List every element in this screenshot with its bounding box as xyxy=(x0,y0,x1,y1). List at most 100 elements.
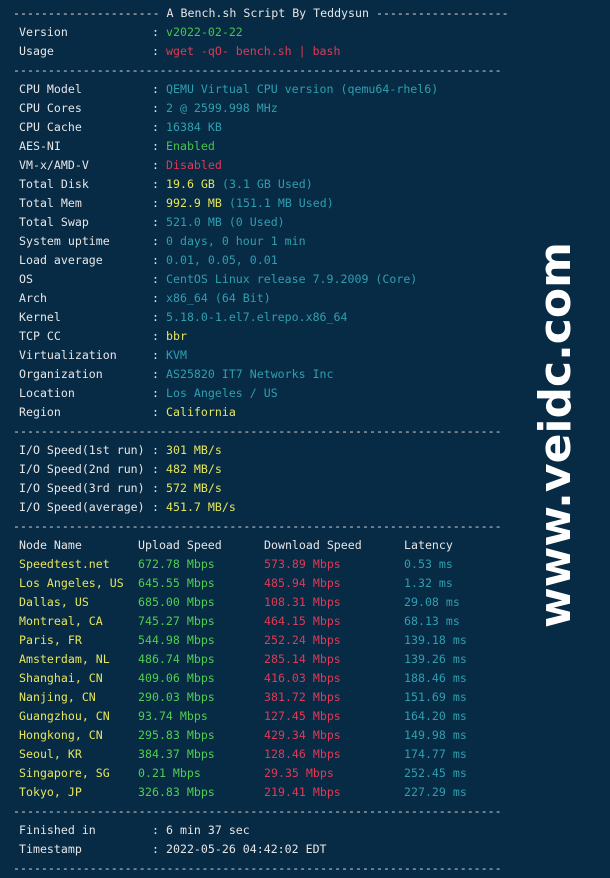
io-value: 482 MB/s xyxy=(166,462,222,476)
system-label: Organization xyxy=(19,367,103,381)
intro-row: Usage: wget -qO- bench.sh | bash xyxy=(0,42,510,61)
system-row: Region: California xyxy=(0,403,510,422)
io-value: 572 MB/s xyxy=(166,481,222,495)
download-speed: 219.41 Mbps xyxy=(264,785,341,799)
speedtest-header: Node Name Upload Speed Download Speed Laten… xyxy=(0,536,510,555)
system-label: CPU Cache xyxy=(19,120,82,134)
divider-line: ----------------------------------------… xyxy=(13,804,502,818)
system-value-detail: (3.1 GB Used) xyxy=(222,177,313,191)
node-name: Guangzhou, CN xyxy=(19,709,110,723)
system-value: 992.9 MB xyxy=(166,196,222,210)
system-value-detail: (151.1 MB Used) xyxy=(229,196,334,210)
system-value: 19.6 GB xyxy=(166,177,215,191)
upload-speed: 745.27 Mbps xyxy=(138,614,215,628)
io-row: I/O Speed(1st run):301 MB/s xyxy=(0,441,510,460)
io-label: I/O Speed(1st run) xyxy=(19,443,145,457)
divider: ----------------------------------------… xyxy=(0,517,510,536)
intro-value: v2022-02-22 xyxy=(166,25,243,39)
system-value: Disabled xyxy=(166,158,222,172)
separator: : xyxy=(152,25,159,39)
system-row: CPU Cache:16384 KB xyxy=(0,118,510,137)
column-header: Upload Speed xyxy=(138,538,222,552)
speedtest-row: Shanghai, CN 409.06 Mbps 416.03 Mbps 188.46… xyxy=(0,669,510,688)
column-header: Node Name xyxy=(19,538,82,552)
system-row: AES-NI: Enabled xyxy=(0,137,510,156)
divider-line: ----------------------------------------… xyxy=(13,861,502,875)
separator: : xyxy=(152,177,159,191)
system-row: Arch: x86_64 (64 Bit) xyxy=(0,289,510,308)
system-row: CPU Cores:2 @ 2599.998 MHz xyxy=(0,99,510,118)
speedtest-row: Speedtest.net 672.78 Mbps 573.89 Mbps 0.53 … xyxy=(0,555,510,574)
io-row: I/O Speed(2nd run):482 MB/s xyxy=(0,460,510,479)
system-value: Los Angeles / US xyxy=(166,386,278,400)
download-speed: 128.46 Mbps xyxy=(264,747,341,761)
separator: : xyxy=(152,310,159,324)
system-row: Total Swap:521.0 MB (0 Used) xyxy=(0,213,510,232)
upload-speed: 326.83 Mbps xyxy=(138,785,215,799)
system-value: x86_64 (64 Bit) xyxy=(166,291,271,305)
system-row: Total Mem:992.9 MB (151.1 MB Used) xyxy=(0,194,510,213)
node-name: Dallas, US xyxy=(19,595,89,609)
node-name: Montreal, CA xyxy=(19,614,103,628)
latency: 0.53 ms xyxy=(404,557,453,571)
node-name: Seoul, KR xyxy=(19,747,82,761)
upload-speed: 645.55 Mbps xyxy=(138,576,215,590)
separator: : xyxy=(152,215,159,229)
intro-row: Version: v2022-02-22 xyxy=(0,23,510,42)
speedtest-row: Los Angeles, US 645.55 Mbps 485.94 Mbps 1.3… xyxy=(0,574,510,593)
speedtest-row: Tokyo, JP 326.83 Mbps 219.41 Mbps 227.29 ms xyxy=(0,783,510,802)
download-speed: 573.89 Mbps xyxy=(264,557,341,571)
column-header: Latency xyxy=(404,538,453,552)
system-row: System uptime:0 days, 0 hour 1 min xyxy=(0,232,510,251)
system-label: CPU Model xyxy=(19,82,82,96)
system-label: TCP CC xyxy=(19,329,61,343)
io-label: I/O Speed(2nd run) xyxy=(19,462,145,476)
speedtest-row: Nanjing, CN 290.03 Mbps 381.72 Mbps 151.69 … xyxy=(0,688,510,707)
upload-speed: 93.74 Mbps xyxy=(138,709,208,723)
system-label: Region xyxy=(19,405,61,419)
download-speed: 127.45 Mbps xyxy=(264,709,341,723)
speedtest-row: Singapore, SG 0.21 Mbps 29.35 Mbps 252.45 m… xyxy=(0,764,510,783)
separator: : xyxy=(152,443,159,457)
title-banner: --------------------- A Bench.sh Script … xyxy=(0,4,510,23)
system-label: CPU Cores xyxy=(19,101,82,115)
system-label: Arch xyxy=(19,291,47,305)
system-value: 5.18.0-1.el7.elrepo.x86_64 xyxy=(166,310,348,324)
divider-line: ----------------------------------------… xyxy=(13,519,502,533)
system-value: 521.0 MB (0 Used) xyxy=(166,215,285,229)
io-row: I/O Speed(average):451.7 MB/s xyxy=(0,498,510,517)
footer-row: Finished in:6 min 37 sec xyxy=(0,821,510,840)
system-value: KVM xyxy=(166,348,187,362)
node-name: Nanjing, CN xyxy=(19,690,96,704)
upload-speed: 672.78 Mbps xyxy=(138,557,215,571)
upload-speed: 486.74 Mbps xyxy=(138,652,215,666)
separator: : xyxy=(152,234,159,248)
download-speed: 416.03 Mbps xyxy=(264,671,341,685)
separator: : xyxy=(152,386,159,400)
watermark-logo: www.veidc.com xyxy=(530,242,581,628)
node-name: Speedtest.net xyxy=(19,557,110,571)
io-value: 301 MB/s xyxy=(166,443,222,457)
download-speed: 285.14 Mbps xyxy=(264,652,341,666)
io-value: 451.7 MB/s xyxy=(166,500,236,514)
separator: : xyxy=(152,500,159,514)
latency: 139.26 ms xyxy=(404,652,467,666)
separator: : xyxy=(152,842,159,856)
separator: : xyxy=(152,44,159,58)
system-row: Location: Los Angeles / US xyxy=(0,384,510,403)
download-speed: 252.24 Mbps xyxy=(264,633,341,647)
upload-speed: 384.37 Mbps xyxy=(138,747,215,761)
footer-label: Timestamp xyxy=(19,842,82,856)
io-label: I/O Speed(average) xyxy=(19,500,145,514)
latency: 227.29 ms xyxy=(404,785,467,799)
latency: 29.08 ms xyxy=(404,595,460,609)
node-name: Singapore, SG xyxy=(19,766,110,780)
upload-speed: 409.06 Mbps xyxy=(138,671,215,685)
system-label: Kernel xyxy=(19,310,61,324)
system-row: Kernel:5.18.0-1.el7.elrepo.x86_64 xyxy=(0,308,510,327)
separator: : xyxy=(152,481,159,495)
latency: 164.20 ms xyxy=(404,709,467,723)
system-row: Total Disk:19.6 GB (3.1 GB Used) xyxy=(0,175,510,194)
download-speed: 485.94 Mbps xyxy=(264,576,341,590)
separator: : xyxy=(152,291,159,305)
